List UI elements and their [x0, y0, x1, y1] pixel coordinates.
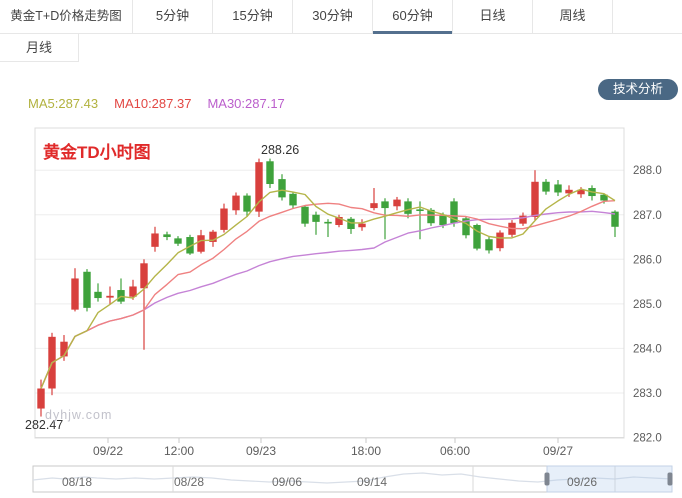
ma5-legend-value: MA5:287.43	[28, 96, 99, 111]
candle-body	[600, 194, 608, 201]
x-axis-label: 09/27	[543, 444, 573, 458]
candle-body	[485, 239, 493, 251]
y-axis-label: 285.0	[633, 299, 662, 311]
tab-5min[interactable]: 5分钟	[133, 0, 213, 33]
candle-body	[232, 195, 240, 211]
plot-border	[34, 127, 625, 439]
ma30-line	[40, 210, 616, 389]
tab-30min[interactable]: 30分钟	[293, 0, 373, 33]
ma10-line	[40, 200, 616, 389]
candle-body	[129, 286, 137, 297]
high-price-annotation: 288.26	[261, 143, 300, 157]
candle-body	[462, 218, 470, 236]
x-axis-label: 06:00	[440, 444, 470, 458]
candle-body	[83, 271, 91, 308]
candle-body	[243, 195, 251, 212]
y-axis-label: 288.0	[633, 165, 662, 177]
candle-body	[542, 181, 550, 192]
candle-body	[278, 179, 286, 198]
candle-body	[381, 201, 389, 209]
technical-analysis-button[interactable]: 技术分析	[598, 79, 678, 100]
low-price-annotation: 282.47	[25, 418, 64, 432]
candle-body	[174, 238, 182, 244]
candle-body	[577, 189, 585, 195]
candle-body	[106, 295, 114, 298]
candle-body	[370, 203, 378, 209]
candle-body	[427, 209, 435, 224]
x-axis-label: 09/23	[246, 444, 276, 458]
candle-body	[416, 209, 424, 212]
candle-body	[266, 161, 274, 185]
x-axis-label: 18:00	[351, 444, 381, 458]
candle-body	[611, 211, 619, 227]
navigator-handle-left[interactable]	[544, 472, 550, 486]
candle-body	[312, 214, 320, 222]
y-axis-label: 283.0	[633, 388, 662, 400]
candle-body	[255, 162, 263, 212]
ma5-line	[40, 188, 616, 389]
candle-body	[324, 221, 332, 224]
candle-body	[60, 341, 68, 357]
candle-body	[404, 201, 412, 214]
watermark: dyhjw.com	[45, 408, 113, 422]
candle-body	[37, 388, 45, 409]
candle-body	[335, 216, 343, 225]
interval-tab-bar: 黄金T+D价格走势图 5分钟 15分钟 30分钟 60分钟 日线 周线	[0, 0, 682, 34]
tab-60min[interactable]: 60分钟	[373, 0, 453, 34]
navigator-date-label: 08/18	[62, 475, 92, 489]
candle-body	[496, 232, 504, 249]
candle-body	[289, 193, 297, 206]
navigator-handle-right[interactable]	[667, 472, 673, 486]
candle-body	[531, 181, 539, 217]
candle-body	[301, 206, 309, 224]
y-axis-label: 282.0	[633, 433, 662, 445]
ma-legend: MA5:287.43 MA10:287.37 MA30:287.17	[28, 96, 301, 111]
y-axis-label: 287.0	[633, 210, 662, 222]
navigator-date-label: 08/28	[174, 475, 204, 489]
tab-weekly[interactable]: 周线	[533, 0, 613, 33]
candle-body	[151, 233, 159, 247]
candle-body	[71, 278, 79, 310]
candle-body	[220, 208, 228, 230]
navigator-date-label: 09/14	[357, 475, 387, 489]
ma10-legend-value: MA10:287.37	[114, 96, 192, 111]
navigator-date-label: 09/26	[567, 475, 597, 489]
x-axis-label: 09/22	[93, 444, 123, 458]
y-axis-label: 286.0	[633, 254, 662, 266]
chart-title: 黄金TD小时图	[43, 143, 151, 162]
candle-body	[209, 231, 217, 242]
candle-body	[473, 224, 481, 249]
tab-price-trend[interactable]: 黄金T+D价格走势图	[0, 0, 133, 33]
candle-body	[519, 215, 527, 224]
y-axis-label: 284.0	[633, 343, 662, 355]
candle-body	[163, 234, 171, 238]
tab-15min[interactable]: 15分钟	[213, 0, 293, 33]
candle-body	[358, 223, 366, 228]
candle-body	[565, 189, 573, 194]
candle-body	[140, 263, 148, 289]
candle-body	[197, 235, 205, 252]
candle-body	[554, 184, 562, 193]
candle-body	[393, 199, 401, 207]
x-axis-label: 12:00	[164, 444, 194, 458]
candle-body	[186, 237, 194, 254]
candle-body	[439, 214, 447, 225]
candle-body	[347, 218, 355, 230]
navigator-mini-line	[32, 472, 673, 484]
candle-body	[450, 201, 458, 224]
tab-monthly[interactable]: 月线	[0, 34, 79, 62]
navigator-date-label: 09/06	[272, 475, 302, 489]
tab-daily[interactable]: 日线	[453, 0, 533, 33]
navigator-selection[interactable]	[546, 465, 673, 493]
ma30-legend-value: MA30:287.17	[207, 96, 285, 111]
candle-body	[94, 291, 102, 299]
